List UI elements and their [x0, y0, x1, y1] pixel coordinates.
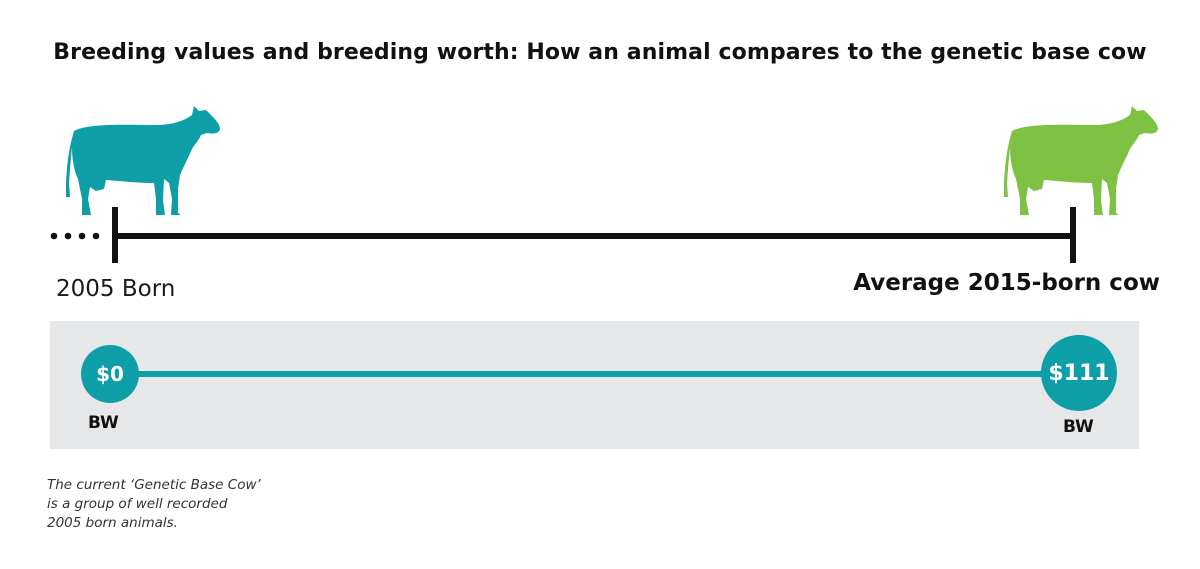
breeding-worth-start-caption: BW [88, 413, 119, 433]
footnote: The current ‘Genetic Base Cow’ is a grou… [47, 476, 307, 533]
footnote-line: is a group of well recorded [47, 496, 228, 512]
breeding-worth-end-badge: $111 [1041, 335, 1117, 411]
timeline-leading-dots [50, 232, 100, 240]
cow-silhouette-icon [1004, 106, 1158, 215]
diagram-title: Breeding values and breeding worth: How … [53, 40, 1147, 65]
timeline-end-label: Average 2015-born cow [853, 270, 1160, 296]
footnote-line: 2005 born animals. [47, 515, 178, 531]
breeding-worth-panel: $0 $111 BW BW [50, 321, 1139, 449]
breeding-worth-line [112, 371, 1082, 377]
timeline-start-label: 2005 Born [56, 276, 176, 302]
breeding-worth-start-badge: $0 [81, 345, 139, 403]
breeding-worth-end-caption: BW [1063, 417, 1094, 437]
footnote-line: The current ‘Genetic Base Cow’ [47, 477, 261, 493]
cow-silhouette-icon [66, 106, 220, 215]
timeline-graphic [50, 106, 1158, 263]
